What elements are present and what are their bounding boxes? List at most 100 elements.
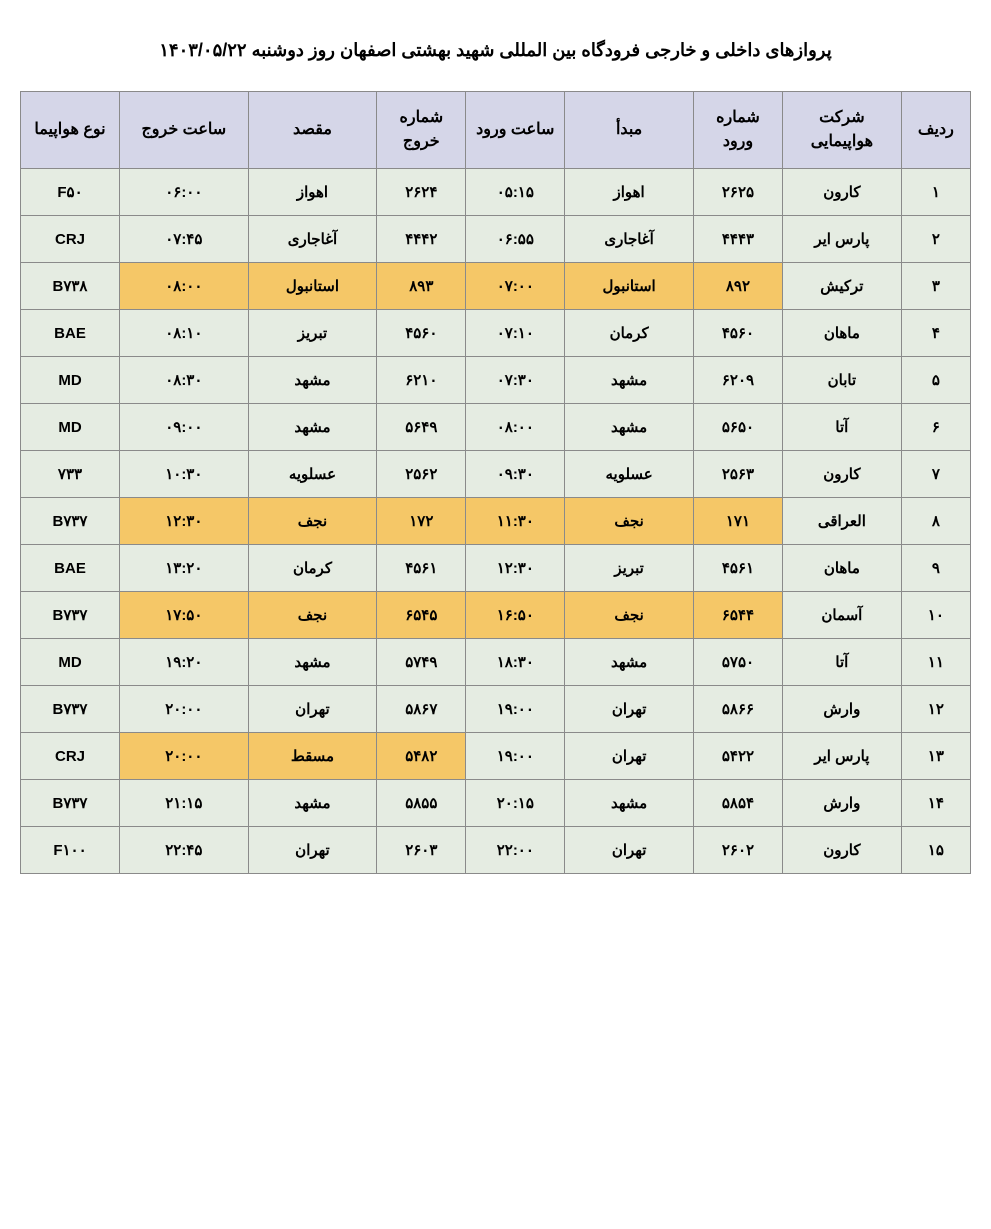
cell-airline: تابان [783,357,902,404]
cell-dep_time: ۱۳:۲۰ [120,545,249,592]
table-row: ۱۴وارش۵۸۵۴مشهد۲۰:۱۵۵۸۵۵مشهد۲۱:۱۵B۷۳۷ [21,780,971,827]
cell-airline: ماهان [783,310,902,357]
cell-aircraft: MD [21,357,120,404]
table-row: ۸العراقی۱۷۱نجف۱۱:۳۰۱۷۲نجف۱۲:۳۰B۷۳۷ [21,498,971,545]
cell-aircraft: CRJ [21,733,120,780]
cell-dest: کرمان [248,545,377,592]
header-row: ردیف [901,92,970,169]
table-row: ۱۳پارس ایر۵۴۲۲تهران۱۹:۰۰۵۴۸۲مسقط۲۰:۰۰CRJ [21,733,971,780]
cell-aircraft: B۷۳۸ [21,263,120,310]
header-dep_num: شماره خروج [377,92,466,169]
table-row: ۲پارس ایر۴۴۴۳آغاجاری۰۶:۵۵۴۴۴۲آغاجاری۰۷:۴… [21,216,971,263]
cell-dep_time: ۱۰:۳۰ [120,451,249,498]
cell-arr_num: ۵۸۵۴ [693,780,782,827]
table-row: ۷کارون۲۵۶۳عسلویه۰۹:۳۰۲۵۶۲عسلویه۱۰:۳۰۷۳۳ [21,451,971,498]
cell-origin: تهران [565,686,694,733]
table-row: ۱۲وارش۵۸۶۶تهران۱۹:۰۰۵۸۶۷تهران۲۰:۰۰B۷۳۷ [21,686,971,733]
table-header-row: ردیفشرکت هواپیماییشماره ورودمبدأساعت ورو… [21,92,971,169]
cell-aircraft: B۷۳۷ [21,592,120,639]
cell-aircraft: ۷۳۳ [21,451,120,498]
cell-dep_time: ۲۰:۰۰ [120,686,249,733]
cell-dest: مسقط [248,733,377,780]
cell-arr_time: ۲۰:۱۵ [466,780,565,827]
cell-airline: کارون [783,451,902,498]
cell-origin: مشهد [565,639,694,686]
cell-arr_time: ۱۹:۰۰ [466,733,565,780]
cell-dep_num: ۵۸۵۵ [377,780,466,827]
cell-dest: تهران [248,686,377,733]
cell-arr_num: ۲۵۶۳ [693,451,782,498]
cell-row: ۱۲ [901,686,970,733]
header-aircraft: نوع هواپیما [21,92,120,169]
cell-origin: نجف [565,498,694,545]
cell-arr_time: ۰۷:۰۰ [466,263,565,310]
cell-arr_num: ۲۶۰۲ [693,827,782,874]
cell-dep_num: ۵۶۴۹ [377,404,466,451]
page-title: پروازهای داخلی و خارجی فرودگاه بین الملل… [20,40,971,61]
table-row: ۶آتا۵۶۵۰مشهد۰۸:۰۰۵۶۴۹مشهد۰۹:۰۰MD [21,404,971,451]
cell-airline: وارش [783,780,902,827]
cell-arr_time: ۱۲:۳۰ [466,545,565,592]
cell-dep_time: ۰۸:۳۰ [120,357,249,404]
table-body: ۱کارون۲۶۲۵اهواز۰۵:۱۵۲۶۲۴اهواز۰۶:۰۰F۵۰۲پا… [21,169,971,874]
table-row: ۱۰آسمان۶۵۴۴نجف۱۶:۵۰۶۵۴۵نجف۱۷:۵۰B۷۳۷ [21,592,971,639]
cell-arr_time: ۱۱:۳۰ [466,498,565,545]
cell-dest: مشهد [248,639,377,686]
table-row: ۴ماهان۴۵۶۰کرمان۰۷:۱۰۴۵۶۰تبریز۰۸:۱۰BAE [21,310,971,357]
cell-row: ۱ [901,169,970,216]
cell-dep_time: ۰۶:۰۰ [120,169,249,216]
cell-arr_num: ۶۵۴۴ [693,592,782,639]
cell-arr_num: ۵۶۵۰ [693,404,782,451]
table-row: ۱۵کارون۲۶۰۲تهران۲۲:۰۰۲۶۰۳تهران۲۲:۴۵F۱۰۰ [21,827,971,874]
cell-dep_time: ۱۲:۳۰ [120,498,249,545]
cell-dep_time: ۲۰:۰۰ [120,733,249,780]
cell-dep_time: ۱۹:۲۰ [120,639,249,686]
cell-arr_time: ۰۹:۳۰ [466,451,565,498]
cell-dep_num: ۴۵۶۱ [377,545,466,592]
cell-arr_time: ۰۷:۳۰ [466,357,565,404]
cell-dep_num: ۶۵۴۵ [377,592,466,639]
cell-aircraft: CRJ [21,216,120,263]
cell-arr_time: ۰۵:۱۵ [466,169,565,216]
cell-dep_num: ۸۹۳ [377,263,466,310]
cell-dest: تبریز [248,310,377,357]
cell-aircraft: B۷۳۷ [21,780,120,827]
cell-arr_time: ۰۶:۵۵ [466,216,565,263]
cell-aircraft: BAE [21,310,120,357]
cell-row: ۶ [901,404,970,451]
flights-table: ردیفشرکت هواپیماییشماره ورودمبدأساعت ورو… [20,91,971,874]
header-arr_time: ساعت ورود [466,92,565,169]
cell-arr_num: ۵۸۶۶ [693,686,782,733]
cell-origin: مشهد [565,404,694,451]
cell-arr_time: ۱۸:۳۰ [466,639,565,686]
cell-row: ۵ [901,357,970,404]
cell-airline: کارون [783,169,902,216]
cell-dest: آغاجاری [248,216,377,263]
cell-airline: آسمان [783,592,902,639]
cell-arr_num: ۱۷۱ [693,498,782,545]
cell-dep_time: ۰۷:۴۵ [120,216,249,263]
cell-arr_num: ۴۵۶۱ [693,545,782,592]
cell-origin: مشهد [565,780,694,827]
cell-row: ۱۴ [901,780,970,827]
cell-row: ۲ [901,216,970,263]
cell-dest: اهواز [248,169,377,216]
cell-dep_num: ۱۷۲ [377,498,466,545]
cell-arr_num: ۵۴۲۲ [693,733,782,780]
cell-aircraft: MD [21,639,120,686]
cell-dest: مشهد [248,780,377,827]
cell-dep_num: ۵۷۴۹ [377,639,466,686]
header-airline: شرکت هواپیمایی [783,92,902,169]
cell-arr_time: ۱۹:۰۰ [466,686,565,733]
cell-airline: العراقی [783,498,902,545]
cell-airline: کارون [783,827,902,874]
cell-dep_time: ۲۱:۱۵ [120,780,249,827]
cell-origin: مشهد [565,357,694,404]
header-dep_time: ساعت خروج [120,92,249,169]
cell-dep_num: ۶۲۱۰ [377,357,466,404]
cell-aircraft: B۷۳۷ [21,498,120,545]
cell-aircraft: MD [21,404,120,451]
cell-arr_num: ۴۴۴۳ [693,216,782,263]
cell-aircraft: F۱۰۰ [21,827,120,874]
cell-origin: نجف [565,592,694,639]
